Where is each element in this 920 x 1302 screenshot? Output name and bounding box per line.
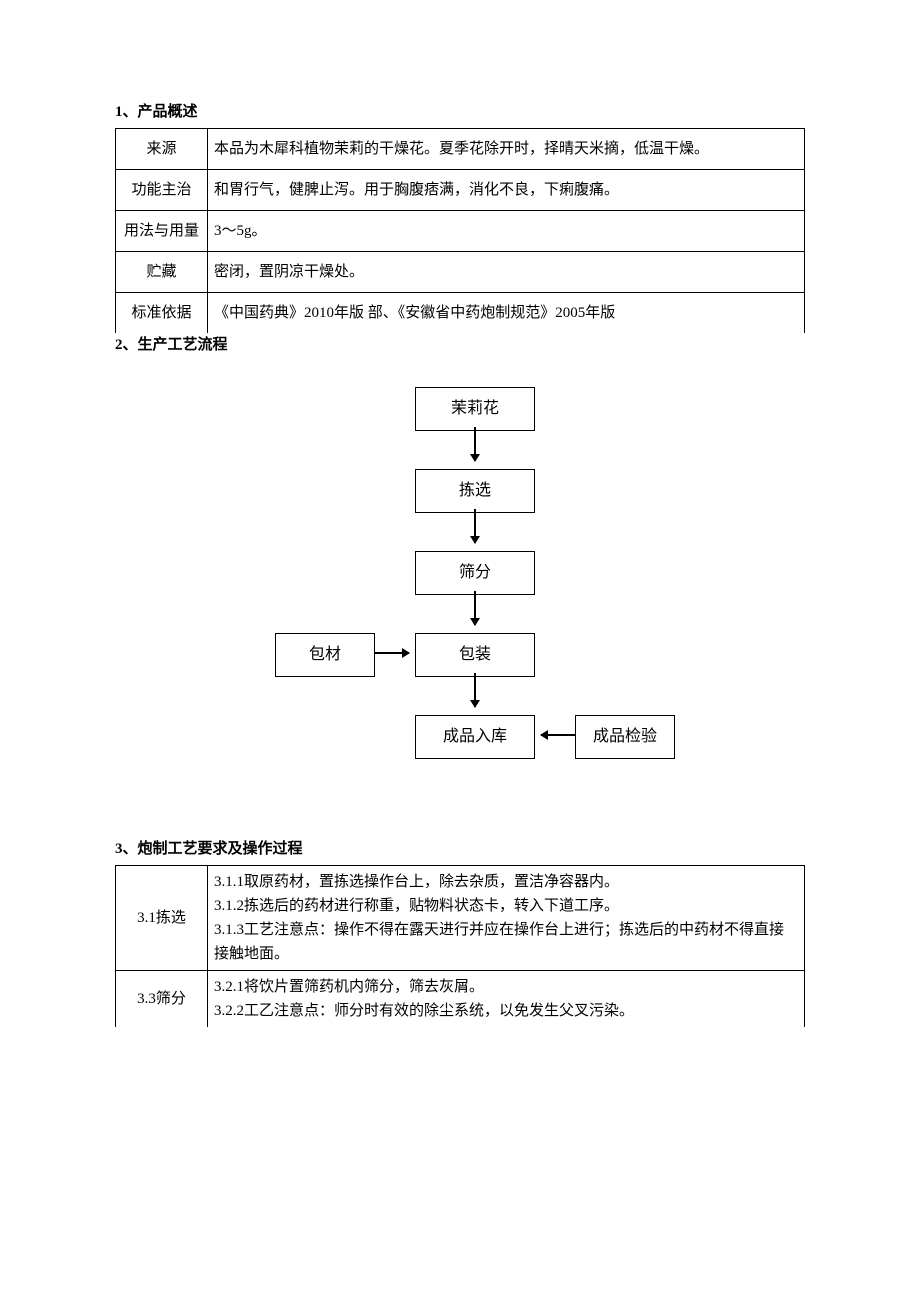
section1-title: 1、产品概述 — [115, 100, 805, 124]
process-r1-body: 3.1.1取原药材，置拣选操作台上，除去杂质，置洁净容器内。 3.1.2拣选后的… — [208, 866, 805, 971]
overview-table: 来源 本品为木犀科植物茉莉的干燥花。夏季花除开时，择晴天米摘，低温干燥。 功能主… — [115, 128, 805, 333]
flow-arrow-1 — [474, 427, 476, 461]
flow-node-select: 拣选 — [415, 469, 535, 513]
flow-node-sieve: 筛分 — [415, 551, 535, 595]
flow-node-pack: 包装 — [415, 633, 535, 677]
process-r2-l2: 3.2.2工乙注意点：师分时有效的除尘系统，以免发生父叉污染。 — [214, 999, 798, 1023]
source-label: 来源 — [116, 129, 208, 170]
flow-node-material: 包材 — [275, 633, 375, 677]
row-storage: 贮藏 密闭，置阴凉干燥处。 — [116, 252, 805, 293]
process-r1-l2: 3.1.2拣选后的药材进行称重，贴物料状态卡，转入下道工序。 — [214, 894, 798, 918]
row-usage: 用法与用量 3～5g。 — [116, 211, 805, 252]
process-r1-l3: 3.1.3工艺注意点：操作不得在露天进行并应在操作台上进行；拣选后的中药材不得直… — [214, 918, 798, 966]
process-r1-l1: 3.1.1取原药材，置拣选操作台上，除去杂质，置洁净容器内。 — [214, 870, 798, 894]
section2-title: 2、生产工艺流程 — [115, 333, 805, 357]
flow-arrow-2 — [474, 509, 476, 543]
flow-node-inspect: 成品检验 — [575, 715, 675, 759]
process-r2-l1: 3.2.1将饮片置筛药机内筛分，筛去灰屑。 — [214, 975, 798, 999]
section3-title: 3、炮制工艺要求及操作过程 — [115, 837, 805, 861]
flow-arrow-material — [375, 652, 409, 654]
process-r1-label: 3.1拣选 — [116, 866, 208, 971]
func-value: 和胃行气，健脾止泻。用于胸腹痞满，消化不良，下痢腹痛。 — [208, 170, 805, 211]
process-row-2: 3.3筛分 3.2.1将饮片置筛药机内筛分，筛去灰屑。 3.2.2工乙注意点：师… — [116, 971, 805, 1028]
flow-arrow-inspect — [541, 734, 575, 736]
flow-node-stock: 成品入库 — [415, 715, 535, 759]
standard-value: 《中国药典》2010年版 部、《安徽省中药炮制规范》2005年版 — [208, 293, 805, 334]
row-source: 来源 本品为木犀科植物茉莉的干燥花。夏季花除开时，择晴天米摘，低温干燥。 — [116, 129, 805, 170]
flow-arrow-4 — [474, 673, 476, 707]
process-r2-label: 3.3筛分 — [116, 971, 208, 1028]
process-r2-body: 3.2.1将饮片置筛药机内筛分，筛去灰屑。 3.2.2工乙注意点：师分时有效的除… — [208, 971, 805, 1028]
process-table: 3.1拣选 3.1.1取原药材，置拣选操作台上，除去杂质，置洁净容器内。 3.1… — [115, 865, 805, 1027]
usage-value: 3～5g。 — [208, 211, 805, 252]
source-value: 本品为木犀科植物茉莉的干燥花。夏季花除开时，择晴天米摘，低温干燥。 — [208, 129, 805, 170]
row-func: 功能主治 和胃行气，健脾止泻。用于胸腹痞满，消化不良，下痢腹痛。 — [116, 170, 805, 211]
usage-label: 用法与用量 — [116, 211, 208, 252]
func-label: 功能主治 — [116, 170, 208, 211]
standard-label: 标准依据 — [116, 293, 208, 334]
storage-label: 贮藏 — [116, 252, 208, 293]
storage-value: 密闭，置阴凉干燥处。 — [208, 252, 805, 293]
flow-node-jasmine: 茉莉花 — [415, 387, 535, 431]
row-standard: 标准依据 《中国药典》2010年版 部、《安徽省中药炮制规范》2005年版 — [116, 293, 805, 334]
process-row-1: 3.1拣选 3.1.1取原药材，置拣选操作台上，除去杂质，置洁净容器内。 3.1… — [116, 866, 805, 971]
flow-arrow-3 — [474, 591, 476, 625]
flowchart: 茉莉花 拣选 筛分 包装 成品入库 包材 成品检验 — [115, 387, 805, 837]
